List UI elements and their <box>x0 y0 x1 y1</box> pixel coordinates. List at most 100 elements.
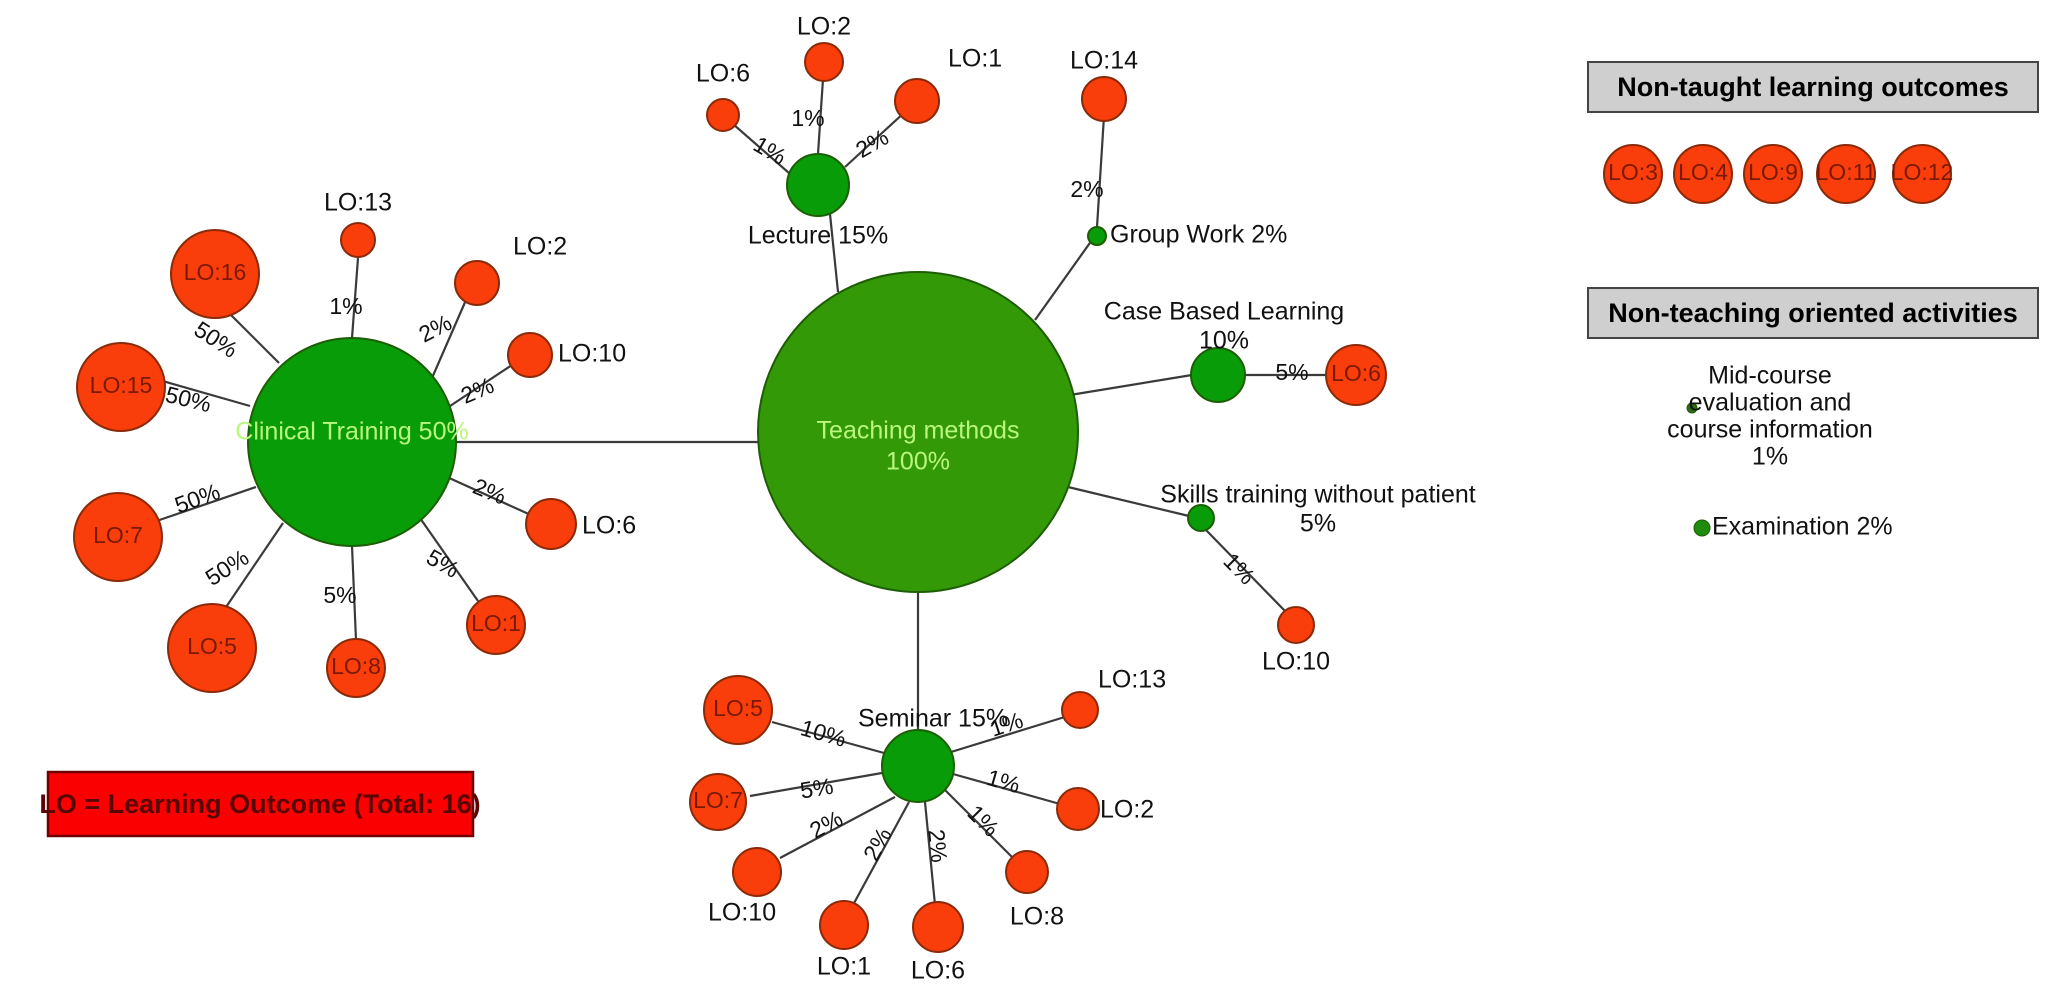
lo-node-lecture-lo1[interactable] <box>894 78 940 124</box>
legend-lo-node-lo12[interactable] <box>1892 144 1952 204</box>
lo-node-clinical-lo5[interactable] <box>167 603 257 693</box>
lo-label-clinical-lo6: LO:6 <box>582 512 636 540</box>
legend-activity-mid-course-line2: evaluation and <box>1689 389 1852 417</box>
branch-node-lecture[interactable] <box>786 153 850 217</box>
branch-node-skills-training[interactable] <box>1187 504 1215 532</box>
lo-label-clinical-lo2: LO:2 <box>513 233 567 261</box>
center-node-label-line2: 100% <box>886 448 950 476</box>
center-node-teaching-methods[interactable] <box>757 271 1079 593</box>
cluster-case-based-learning: LO:6 5% Case Based Learning 10% <box>1104 298 1387 406</box>
edge-weight-groupwork-lo14: 2% <box>1070 176 1103 202</box>
legend-lo-node-lo4[interactable] <box>1673 144 1733 204</box>
edge-lecture-lo1 <box>844 110 907 168</box>
edge-seminar-lo5 <box>771 720 885 755</box>
legend-activity-dot-mid-course[interactable] <box>1686 402 1698 414</box>
lo-node-clinical-lo13[interactable] <box>340 222 376 258</box>
lo-node-lecture-lo6[interactable] <box>706 98 740 132</box>
lo-node-seminar-lo5[interactable] <box>703 675 773 745</box>
lo-label-lecture-lo1: LO:1 <box>948 45 1002 73</box>
edge-seminar-lo1 <box>852 801 910 906</box>
lo-label-seminar-lo8: LO:8 <box>1010 903 1064 931</box>
lo-label-clinical-lo16: LO:16 <box>184 259 247 285</box>
edge-clinical-lo10 <box>446 362 516 409</box>
lo-key-label: LO = Learning Outcome (Total: 16) <box>39 789 480 819</box>
lo-key-legend: LO = Learning Outcome (Total: 16) <box>39 770 481 838</box>
lo-label-clinical-lo13: LO:13 <box>324 189 392 217</box>
edge-clinical-lo5 <box>221 522 284 614</box>
center-node-group: Teaching methods 100% <box>757 271 1079 593</box>
center-node-label-line1: Teaching methods <box>817 417 1020 445</box>
lo-node-seminar-lo1[interactable] <box>819 900 869 950</box>
legend-non-teaching-header-box <box>1587 287 2039 339</box>
lo-node-seminar-lo2[interactable] <box>1056 787 1100 831</box>
lo-label-lecture-lo2: LO:2 <box>797 13 851 41</box>
center-branch-edges <box>456 213 1193 731</box>
legend-lo-label-lo12: LO:12 <box>1891 159 1954 185</box>
lo-label-groupwork-lo14: LO:14 <box>1070 47 1138 75</box>
legend-lo-node-lo3[interactable] <box>1603 144 1663 204</box>
lo-label-seminar-lo2: LO:2 <box>1100 796 1154 824</box>
lo-node-clinical-lo16[interactable] <box>170 229 260 319</box>
lo-key-box <box>46 770 475 838</box>
legend-non-teaching-oriented-activities: Non-teaching oriented activities Mid-cou… <box>1587 287 2039 541</box>
lo-node-clinical-lo15[interactable] <box>76 342 166 432</box>
edge-weight-seminar-lo7: 5% <box>798 773 835 804</box>
lo-label-clinical-lo1: LO:1 <box>471 610 521 636</box>
branch-label-clinical-training: Clinical Training 50% <box>235 418 468 446</box>
branch-label-case-based-line1: Case Based Learning <box>1104 298 1344 326</box>
cluster-lecture: LO:6 LO:2 LO:1 1% 1% 2% Lecture 15% <box>696 13 1002 250</box>
legend-lo-label-lo3: LO:3 <box>1608 159 1658 185</box>
lo-node-seminar-lo10[interactable] <box>732 847 782 897</box>
lo-node-seminar-lo8[interactable] <box>1005 850 1049 894</box>
lo-node-lecture-lo2[interactable] <box>804 42 844 82</box>
branch-node-case-based[interactable] <box>1190 347 1246 403</box>
lo-label-seminar-lo1: LO:1 <box>817 953 871 981</box>
branch-label-seminar: Seminar 15% <box>858 705 1008 733</box>
branch-node-group-work[interactable] <box>1087 226 1107 246</box>
legend-activity-mid-course-line3: course information <box>1667 416 1873 444</box>
lo-node-seminar-lo7[interactable] <box>689 773 747 831</box>
lo-node-casebased-lo6[interactable] <box>1325 344 1387 406</box>
lo-node-clinical-lo2[interactable] <box>454 260 500 306</box>
edge-seminar-lo13 <box>950 714 1069 754</box>
lo-node-skills-lo10[interactable] <box>1277 606 1315 644</box>
edge-seminar-lo2 <box>952 772 1061 806</box>
lo-node-groupwork-lo14[interactable] <box>1081 76 1127 122</box>
lo-node-seminar-lo6[interactable] <box>912 901 964 953</box>
branch-node-clinical-training[interactable] <box>247 337 457 547</box>
branch-label-group-work: Group Work 2% <box>1110 221 1287 249</box>
edge-seminar-lo10 <box>779 796 896 859</box>
edge-weight-seminar-lo6: 2% <box>923 828 952 864</box>
legend-lo-label-lo9: LO:9 <box>1748 159 1798 185</box>
edge-clinical-lo15 <box>151 376 251 408</box>
lo-label-seminar-lo6: LO:6 <box>911 957 965 985</box>
edge-groupwork-lo14 <box>1095 115 1106 228</box>
lo-node-clinical-lo1[interactable] <box>466 595 526 655</box>
edge-center-group-work <box>1034 239 1093 321</box>
lo-label-seminar-lo5: LO:5 <box>713 695 763 721</box>
edge-center-case-based <box>1069 373 1193 397</box>
lo-node-clinical-lo10[interactable] <box>507 332 553 378</box>
legend-non-taught-header-box <box>1587 61 2039 113</box>
edge-clinical-lo8 <box>350 545 358 641</box>
lo-label-clinical-lo5: LO:5 <box>187 633 237 659</box>
lo-node-clinical-lo7[interactable] <box>73 492 163 582</box>
edge-weight-clinical-lo13: 1% <box>329 293 362 319</box>
edge-weight-lecture-lo2: 1% <box>791 105 824 131</box>
legend-non-teaching-title: Non-teaching oriented activities <box>1608 298 2018 328</box>
legend-lo-node-lo11[interactable] <box>1816 144 1876 204</box>
edge-center-skills-training <box>1067 485 1190 518</box>
lo-label-clinical-lo10: LO:10 <box>558 340 626 368</box>
lo-node-clinical-lo8[interactable] <box>326 638 386 698</box>
edge-clinical-lo1 <box>419 517 479 602</box>
branch-label-skills-line2: 5% <box>1300 510 1336 538</box>
edge-clinical-lo2 <box>430 299 468 379</box>
branch-node-seminar[interactable] <box>881 729 955 803</box>
edge-weight-clinical-lo8: 5% <box>323 582 356 608</box>
lo-node-clinical-lo6[interactable] <box>525 498 577 550</box>
legend-lo-node-lo9[interactable] <box>1743 144 1803 204</box>
lo-node-seminar-lo13[interactable] <box>1061 691 1099 729</box>
legend-non-taught-learning-outcomes: Non-taught learning outcomes LO:3 LO:4 L… <box>1587 61 2039 204</box>
legend-activity-dot-examination[interactable] <box>1693 519 1711 537</box>
edge-skills-lo10 <box>1205 529 1286 612</box>
